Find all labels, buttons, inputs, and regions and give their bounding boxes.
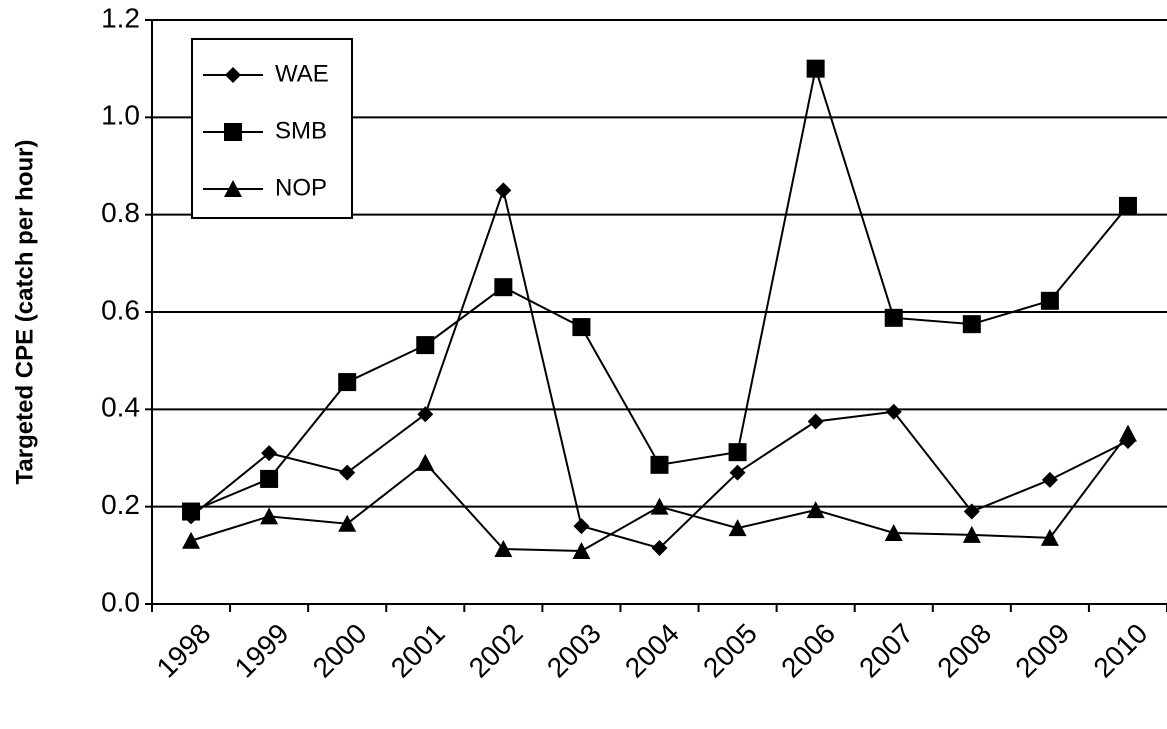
- marker: [224, 123, 242, 141]
- marker: [1041, 471, 1058, 488]
- marker: [573, 518, 590, 535]
- x-tick-label: 2002: [463, 618, 529, 684]
- marker: [807, 413, 824, 430]
- x-tick-label: 2007: [853, 618, 919, 684]
- y-tick-label: 0.6: [101, 294, 140, 325]
- marker: [572, 541, 591, 559]
- marker: [224, 180, 242, 197]
- x-tick-label: 2005: [697, 618, 763, 684]
- x-tick-label: 1999: [229, 618, 295, 684]
- marker: [261, 445, 278, 462]
- marker: [416, 336, 435, 355]
- legend-label: WAE: [275, 60, 329, 87]
- marker: [338, 373, 357, 392]
- marker: [182, 531, 201, 549]
- marker: [728, 519, 747, 537]
- marker: [494, 278, 513, 297]
- marker: [884, 308, 903, 327]
- marker: [260, 469, 279, 488]
- x-tick-label: 2004: [619, 618, 685, 684]
- marker: [962, 315, 981, 334]
- marker: [494, 540, 513, 558]
- series-line: [190, 433, 1129, 552]
- marker: [963, 503, 980, 520]
- y-axis-title: Targeted CPE (catch per hour): [11, 140, 38, 485]
- marker: [1118, 196, 1137, 215]
- marker: [225, 67, 241, 83]
- marker: [806, 59, 825, 78]
- marker: [650, 455, 669, 474]
- x-tick-label: 1998: [151, 618, 217, 684]
- x-tick-label: 2003: [541, 618, 607, 684]
- marker: [1118, 424, 1137, 442]
- marker: [338, 514, 357, 532]
- marker: [416, 453, 435, 471]
- y-tick-label: 0.8: [101, 197, 140, 228]
- marker: [962, 525, 981, 543]
- marker: [806, 501, 825, 519]
- y-tick-label: 0.2: [101, 489, 140, 520]
- x-tick-label: 2009: [1009, 618, 1075, 684]
- marker: [885, 403, 902, 420]
- x-tick-label: 2001: [385, 618, 451, 684]
- marker: [1040, 291, 1059, 310]
- y-tick-label: 0.0: [101, 586, 140, 617]
- y-tick-label: 1.0: [101, 100, 140, 131]
- x-tick-label: 2006: [775, 618, 841, 684]
- y-tick-label: 0.4: [101, 392, 140, 423]
- marker: [572, 318, 591, 337]
- x-tick-label: 2008: [931, 618, 997, 684]
- marker: [495, 182, 512, 199]
- marker: [182, 502, 201, 521]
- legend-label: SMB: [275, 117, 327, 144]
- x-tick-label: 2000: [307, 618, 373, 684]
- marker: [651, 540, 668, 557]
- marker: [729, 464, 746, 481]
- y-tick-label: 1.2: [101, 2, 140, 33]
- x-tick-label: 2010: [1087, 618, 1153, 684]
- marker: [1040, 528, 1059, 546]
- marker: [884, 523, 903, 541]
- series-line: [190, 186, 1129, 550]
- marker: [260, 507, 279, 525]
- marker: [728, 443, 747, 462]
- marker: [417, 406, 434, 423]
- marker: [339, 464, 356, 481]
- legend-label: NOP: [275, 174, 327, 201]
- marker: [650, 497, 669, 515]
